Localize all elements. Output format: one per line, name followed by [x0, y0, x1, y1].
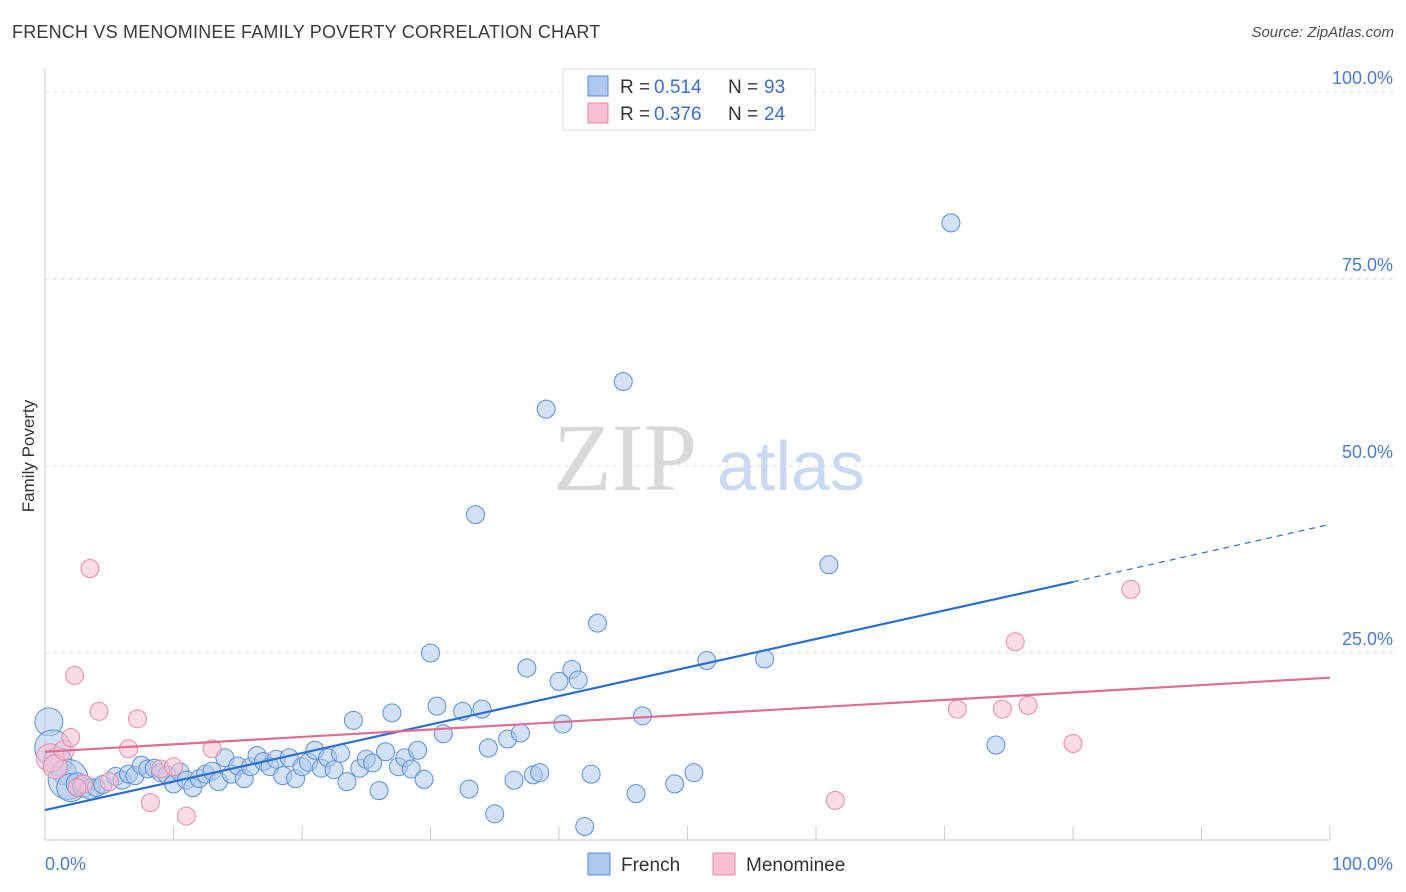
- bottom-legend-swatch-menominee: [712, 852, 736, 876]
- menominee-point: [1063, 734, 1083, 754]
- y-tick-label: 50.0%: [1342, 442, 1393, 462]
- bottom-legend: French Menominee: [587, 852, 845, 876]
- menominee-points: [35, 558, 1141, 826]
- french-point: [382, 703, 402, 723]
- menominee-point: [176, 806, 196, 826]
- legend-box: R = 0.514 N = 93 R = 0.376 N = 24: [562, 68, 816, 131]
- menominee-trend-line: [44, 676, 1331, 753]
- chart-title: FRENCH VS MENOMINEE FAMILY POVERTY CORRE…: [12, 22, 601, 42]
- bottom-legend-french: French: [621, 855, 680, 876]
- menominee-point: [99, 772, 119, 792]
- french-point: [684, 763, 704, 783]
- y-tick-label: 100.0%: [1332, 68, 1393, 88]
- french-point: [697, 650, 717, 670]
- watermark-atlas: atlas: [717, 427, 865, 505]
- french-point: [510, 723, 530, 743]
- y-tick-label: 25.0%: [1342, 629, 1393, 649]
- legend-swatch-menominee: [587, 102, 609, 124]
- menominee-point: [119, 739, 139, 759]
- french-point: [626, 784, 646, 804]
- menominee-point: [947, 699, 967, 719]
- menominee-point: [202, 739, 222, 759]
- french-point: [613, 371, 633, 391]
- menominee-point: [67, 778, 87, 798]
- french-point: [941, 213, 961, 233]
- french-point: [588, 613, 608, 633]
- french-point: [665, 774, 685, 794]
- french-point: [581, 764, 601, 784]
- french-point: [414, 769, 434, 789]
- french-point: [819, 555, 839, 575]
- y-axis-title: Family Poverty: [19, 399, 38, 512]
- french-point: [633, 706, 653, 726]
- french-point: [465, 505, 485, 525]
- french-point: [553, 714, 573, 734]
- french-point: [363, 753, 383, 773]
- legend-french-r-value: 0.514: [654, 77, 702, 98]
- french-point: [986, 735, 1006, 755]
- legend-menominee-r-value: 0.376: [654, 104, 702, 125]
- french-point: [485, 804, 505, 824]
- bottom-legend-menominee: Menominee: [746, 855, 845, 876]
- french-point: [568, 670, 588, 690]
- menominee-point: [164, 757, 183, 777]
- french-point: [337, 772, 357, 792]
- french-point: [421, 643, 440, 663]
- french-point: [504, 770, 524, 790]
- legend-french-n-label: N =: [728, 77, 758, 98]
- menominee-point: [1121, 579, 1141, 599]
- source-label: Source: ZipAtlas.com: [1251, 24, 1394, 41]
- menominee-point: [80, 558, 100, 578]
- french-trend-extension: [1072, 523, 1331, 583]
- y-tick-labels: 25.0% 50.0% 75.0% 100.0%: [1332, 68, 1393, 649]
- legend-menominee-n-value: 24: [764, 104, 786, 125]
- menominee-point: [992, 699, 1012, 719]
- french-point: [324, 760, 344, 780]
- french-point: [536, 399, 556, 419]
- legend-french-r-label: R =: [620, 77, 650, 98]
- french-point: [575, 817, 595, 837]
- menominee-point: [1005, 632, 1025, 652]
- french-point: [517, 658, 537, 678]
- french-point: [343, 710, 363, 730]
- menominee-point: [65, 665, 85, 685]
- menominee-point: [825, 790, 845, 810]
- menominee-point: [1018, 695, 1038, 715]
- gridlines: [45, 91, 1393, 654]
- french-point: [549, 671, 569, 691]
- x-tick-label-0: 0.0%: [45, 854, 86, 874]
- french-point: [427, 696, 447, 716]
- menominee-point: [140, 793, 160, 813]
- menominee-point: [61, 728, 81, 748]
- french-point: [530, 763, 550, 783]
- watermark-zip: ZIP: [553, 404, 697, 511]
- french-point: [369, 781, 389, 801]
- bottom-legend-swatch-french: [587, 852, 611, 876]
- legend-swatch-french: [587, 75, 609, 97]
- x-tick-marks: [173, 826, 1331, 840]
- x-tick-label-100: 100.0%: [1332, 854, 1393, 874]
- menominee-point: [128, 709, 148, 729]
- french-point: [376, 742, 396, 762]
- french-point: [459, 779, 479, 799]
- french-point: [401, 759, 421, 779]
- french-point: [478, 738, 498, 758]
- y-tick-label: 75.0%: [1342, 255, 1393, 275]
- french-point: [408, 740, 428, 760]
- legend-menominee-r-label: R =: [620, 104, 650, 125]
- french-trend-line: [44, 580, 1074, 812]
- legend-menominee-n-label: N =: [728, 104, 758, 125]
- legend-french-n-value: 93: [764, 77, 785, 98]
- trend-lines: [44, 523, 1331, 812]
- watermark: ZIP atlas: [553, 404, 865, 511]
- menominee-point: [89, 701, 109, 721]
- french-points: [34, 213, 1006, 837]
